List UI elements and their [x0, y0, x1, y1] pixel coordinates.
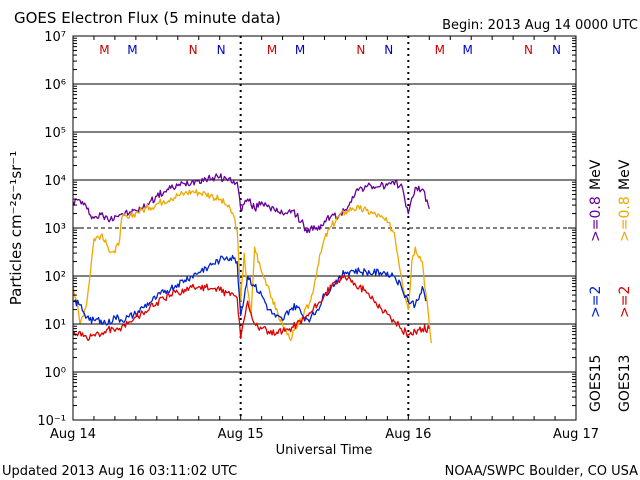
legend-satellite-goes15: GOES15 — [588, 355, 604, 412]
y-tick-label: 10⁶ — [44, 78, 66, 93]
event-marker-n: N — [384, 43, 393, 57]
y-tick-label: 10⁷ — [44, 30, 66, 45]
event-marker-n: N — [356, 43, 365, 57]
x-tick-label: Aug 16 — [385, 427, 431, 442]
x-tick-label: Aug 15 — [218, 427, 264, 442]
legend-entry-0-8mev: >=0.8 — [588, 196, 604, 242]
legend-unit: MeV — [588, 159, 604, 190]
y-tick-label: 10¹ — [44, 318, 66, 333]
y-tick-label: 10⁴ — [44, 174, 66, 189]
series-line-goes13-2-mev — [72, 274, 430, 342]
chart-title: GOES Electron Flux (5 minute data) — [14, 9, 281, 27]
event-marker-n: N — [217, 43, 226, 57]
y-tick-label: 10² — [44, 270, 66, 285]
series-line-goes15-0-8-mev — [72, 173, 430, 234]
y-tick-label: 10⁰ — [44, 366, 66, 381]
y-tick-label: 10³ — [44, 222, 66, 237]
y-tick-label: 10⁵ — [44, 126, 66, 141]
y-tick-label: 10⁻¹ — [37, 414, 66, 429]
footer-credit: NOAA/SWPC Boulder, CO USA — [445, 464, 638, 479]
event-marker-n: N — [189, 43, 198, 57]
series-line-goes15-2-mev — [72, 254, 427, 326]
event-marker-m: M — [99, 43, 109, 57]
footer-updated: Updated 2013 Aug 16 03:11:02 UTC — [2, 464, 237, 479]
legend-entry-2mev: >=2 — [588, 286, 604, 318]
legend-satellite-goes13: GOES13 — [617, 355, 633, 412]
event-marker-m: M — [295, 43, 305, 57]
x-tick-label: Aug 14 — [50, 427, 96, 442]
event-marker-m: M — [127, 43, 137, 57]
y-axis-label: Particles cm⁻²s⁻¹sr⁻¹ — [7, 151, 25, 305]
x-axis-label: Universal Time — [276, 443, 373, 458]
legend-unit: MeV — [617, 159, 633, 190]
legend-entry-2mev: >=2 — [617, 286, 633, 318]
event-marker-m: M — [267, 43, 277, 57]
day-boundary-lines — [239, 36, 410, 420]
legend-entry-0-8mev: >=0.8 — [617, 196, 633, 242]
x-tick-label: Aug 17 — [553, 427, 599, 442]
axis-ticks: 10⁻¹ 10⁰ 10¹ 10² 10³ 10⁴ 10⁵ 10⁶ 10⁷ Aug 14 Aug 15… — [37, 30, 599, 442]
event-marker-n: N — [524, 43, 533, 57]
begin-label: Begin: 2013 Aug 14 0000 UTC — [442, 18, 638, 33]
event-marker-m: M — [463, 43, 473, 57]
event-marker-m: M — [435, 43, 445, 57]
legend: GOES15 >=2 >=0.8 MeV GOES13 >=2 >=0.8 MeV — [588, 159, 633, 412]
event-marker-n: N — [552, 43, 561, 57]
series-layer — [72, 173, 433, 344]
horizontal-gridlines — [73, 83, 576, 373]
series-line-goes13-0-8-mev — [72, 189, 433, 344]
